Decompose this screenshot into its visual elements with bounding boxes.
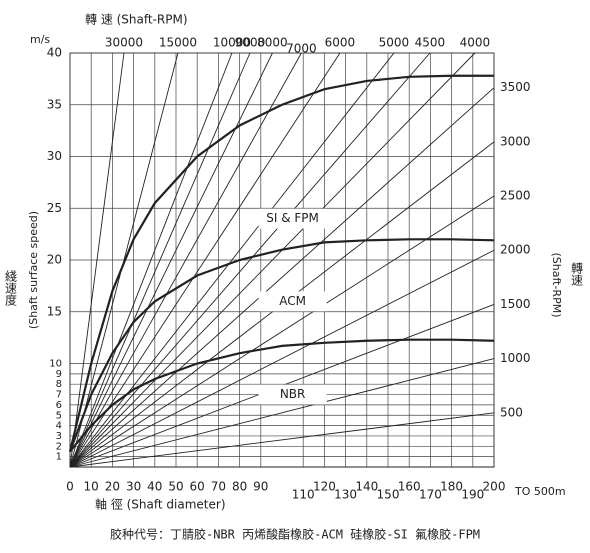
rpm-label: 9000 xyxy=(235,36,266,50)
x-tick-label: 90 xyxy=(253,480,268,494)
x-tick-label: 80 xyxy=(232,480,247,494)
curve-label: SI & FPM xyxy=(266,211,319,225)
y-tick-label: 5 xyxy=(56,410,62,421)
x-tick-label: 50 xyxy=(168,480,183,494)
caption: 胶种代号：丁腈胶-NBR 丙烯酸酯橡胶-ACM 硅橡胶-SI 氟橡胶-FPM xyxy=(110,527,480,542)
rpm-label: 1000 xyxy=(500,351,531,365)
y-tick-label: 2 xyxy=(56,441,62,452)
y-unit: m/s xyxy=(30,33,50,46)
rpm-label: 1500 xyxy=(500,297,531,311)
curve-label-box xyxy=(258,384,327,405)
rpm-label: 15000 xyxy=(159,36,197,50)
rpm-label: 7000 xyxy=(286,42,317,56)
rpm-line xyxy=(69,52,251,468)
rpm-line xyxy=(69,52,341,468)
rpm-line xyxy=(69,52,302,468)
rpm-line xyxy=(69,52,431,468)
x-tick-label: 160 xyxy=(398,480,421,494)
x-tick-label: 130 xyxy=(334,488,357,502)
x-tick-label: 200 xyxy=(483,480,506,494)
y-tick-label: 40 xyxy=(47,46,62,60)
limit-curve xyxy=(68,74,494,452)
y-tick-label: 20 xyxy=(47,253,62,267)
limit-curve xyxy=(68,238,495,452)
rpm-label: 2500 xyxy=(500,189,531,203)
rpm-label: 3000 xyxy=(500,134,531,148)
rpm-label: 30000 xyxy=(105,36,143,50)
x-tick-label: 20 xyxy=(105,480,120,494)
x-tick-label: 140 xyxy=(355,480,378,494)
rpm-label: 4500 xyxy=(415,36,446,50)
rpm-line xyxy=(69,52,273,468)
x-note: TO 500m xyxy=(514,485,566,498)
curve-label-box xyxy=(258,208,327,229)
rpm-line xyxy=(69,412,495,468)
x-tick-label: 60 xyxy=(190,480,205,494)
rpm-line xyxy=(69,52,476,468)
y-tick-label: 15 xyxy=(47,304,62,318)
x-tick-label: 190 xyxy=(461,488,484,502)
y-tick-label: 7 xyxy=(56,390,62,401)
limit-curve xyxy=(69,338,495,453)
y-tick-label: 35 xyxy=(47,97,62,111)
x-tick-label: 150 xyxy=(377,488,400,502)
rpm-line xyxy=(69,87,495,468)
rpm-label: 5000 xyxy=(379,36,410,50)
y-tick-label: 6 xyxy=(56,400,62,411)
x-tick-label: 10 xyxy=(84,480,99,494)
x-title: 軸 徑 (Shaft diameter) xyxy=(95,498,226,512)
curve-label-box xyxy=(258,291,327,312)
top-title: 轉 速 (Shaft-RPM) xyxy=(85,13,188,27)
rpm-label: 2000 xyxy=(500,243,531,257)
curve-label: NBR xyxy=(280,387,306,401)
rpm-line xyxy=(69,52,233,468)
rpm-label: 4000 xyxy=(460,36,491,50)
curve-label: ACM xyxy=(279,294,306,308)
rpm-line xyxy=(69,358,495,468)
y-tick-label: 4 xyxy=(56,421,62,432)
y-title: (Shaft surface speed) xyxy=(27,211,40,329)
y-title-cn: 綫速度 xyxy=(4,270,18,306)
rpm-label: 500 xyxy=(500,405,523,419)
y-tick-label: 25 xyxy=(47,201,62,215)
x-tick-label: 180 xyxy=(440,480,463,494)
rpm-label: 6000 xyxy=(325,36,356,50)
rpm-label: 3500 xyxy=(500,80,531,94)
x-tick-label: 110 xyxy=(292,488,315,502)
x-tick-label: 0 xyxy=(66,480,74,494)
y-tick-label: 9 xyxy=(56,369,62,380)
rpm-line xyxy=(69,52,395,468)
y-tick-label: 8 xyxy=(56,379,62,390)
rpm-label: 8000 xyxy=(257,36,288,50)
right-title: (Shaft-RPM) xyxy=(550,252,563,317)
x-tick-label: 30 xyxy=(126,480,141,494)
rpm-label: 10000 xyxy=(213,36,251,50)
y-tick-label: 10 xyxy=(49,359,62,370)
y-tick-label: 30 xyxy=(47,149,62,163)
rpm-line xyxy=(69,195,495,468)
x-tick-label: 170 xyxy=(419,488,442,502)
x-tick-label: 120 xyxy=(313,480,336,494)
rpm-line xyxy=(69,52,125,468)
x-tick-label: 70 xyxy=(211,480,226,494)
rpm-line xyxy=(69,249,495,468)
right-title-cn: 轉速 xyxy=(570,262,584,286)
y-tick-label: 1 xyxy=(56,452,62,463)
x-tick-label: 40 xyxy=(147,480,162,494)
y-tick-label: 3 xyxy=(56,431,62,442)
